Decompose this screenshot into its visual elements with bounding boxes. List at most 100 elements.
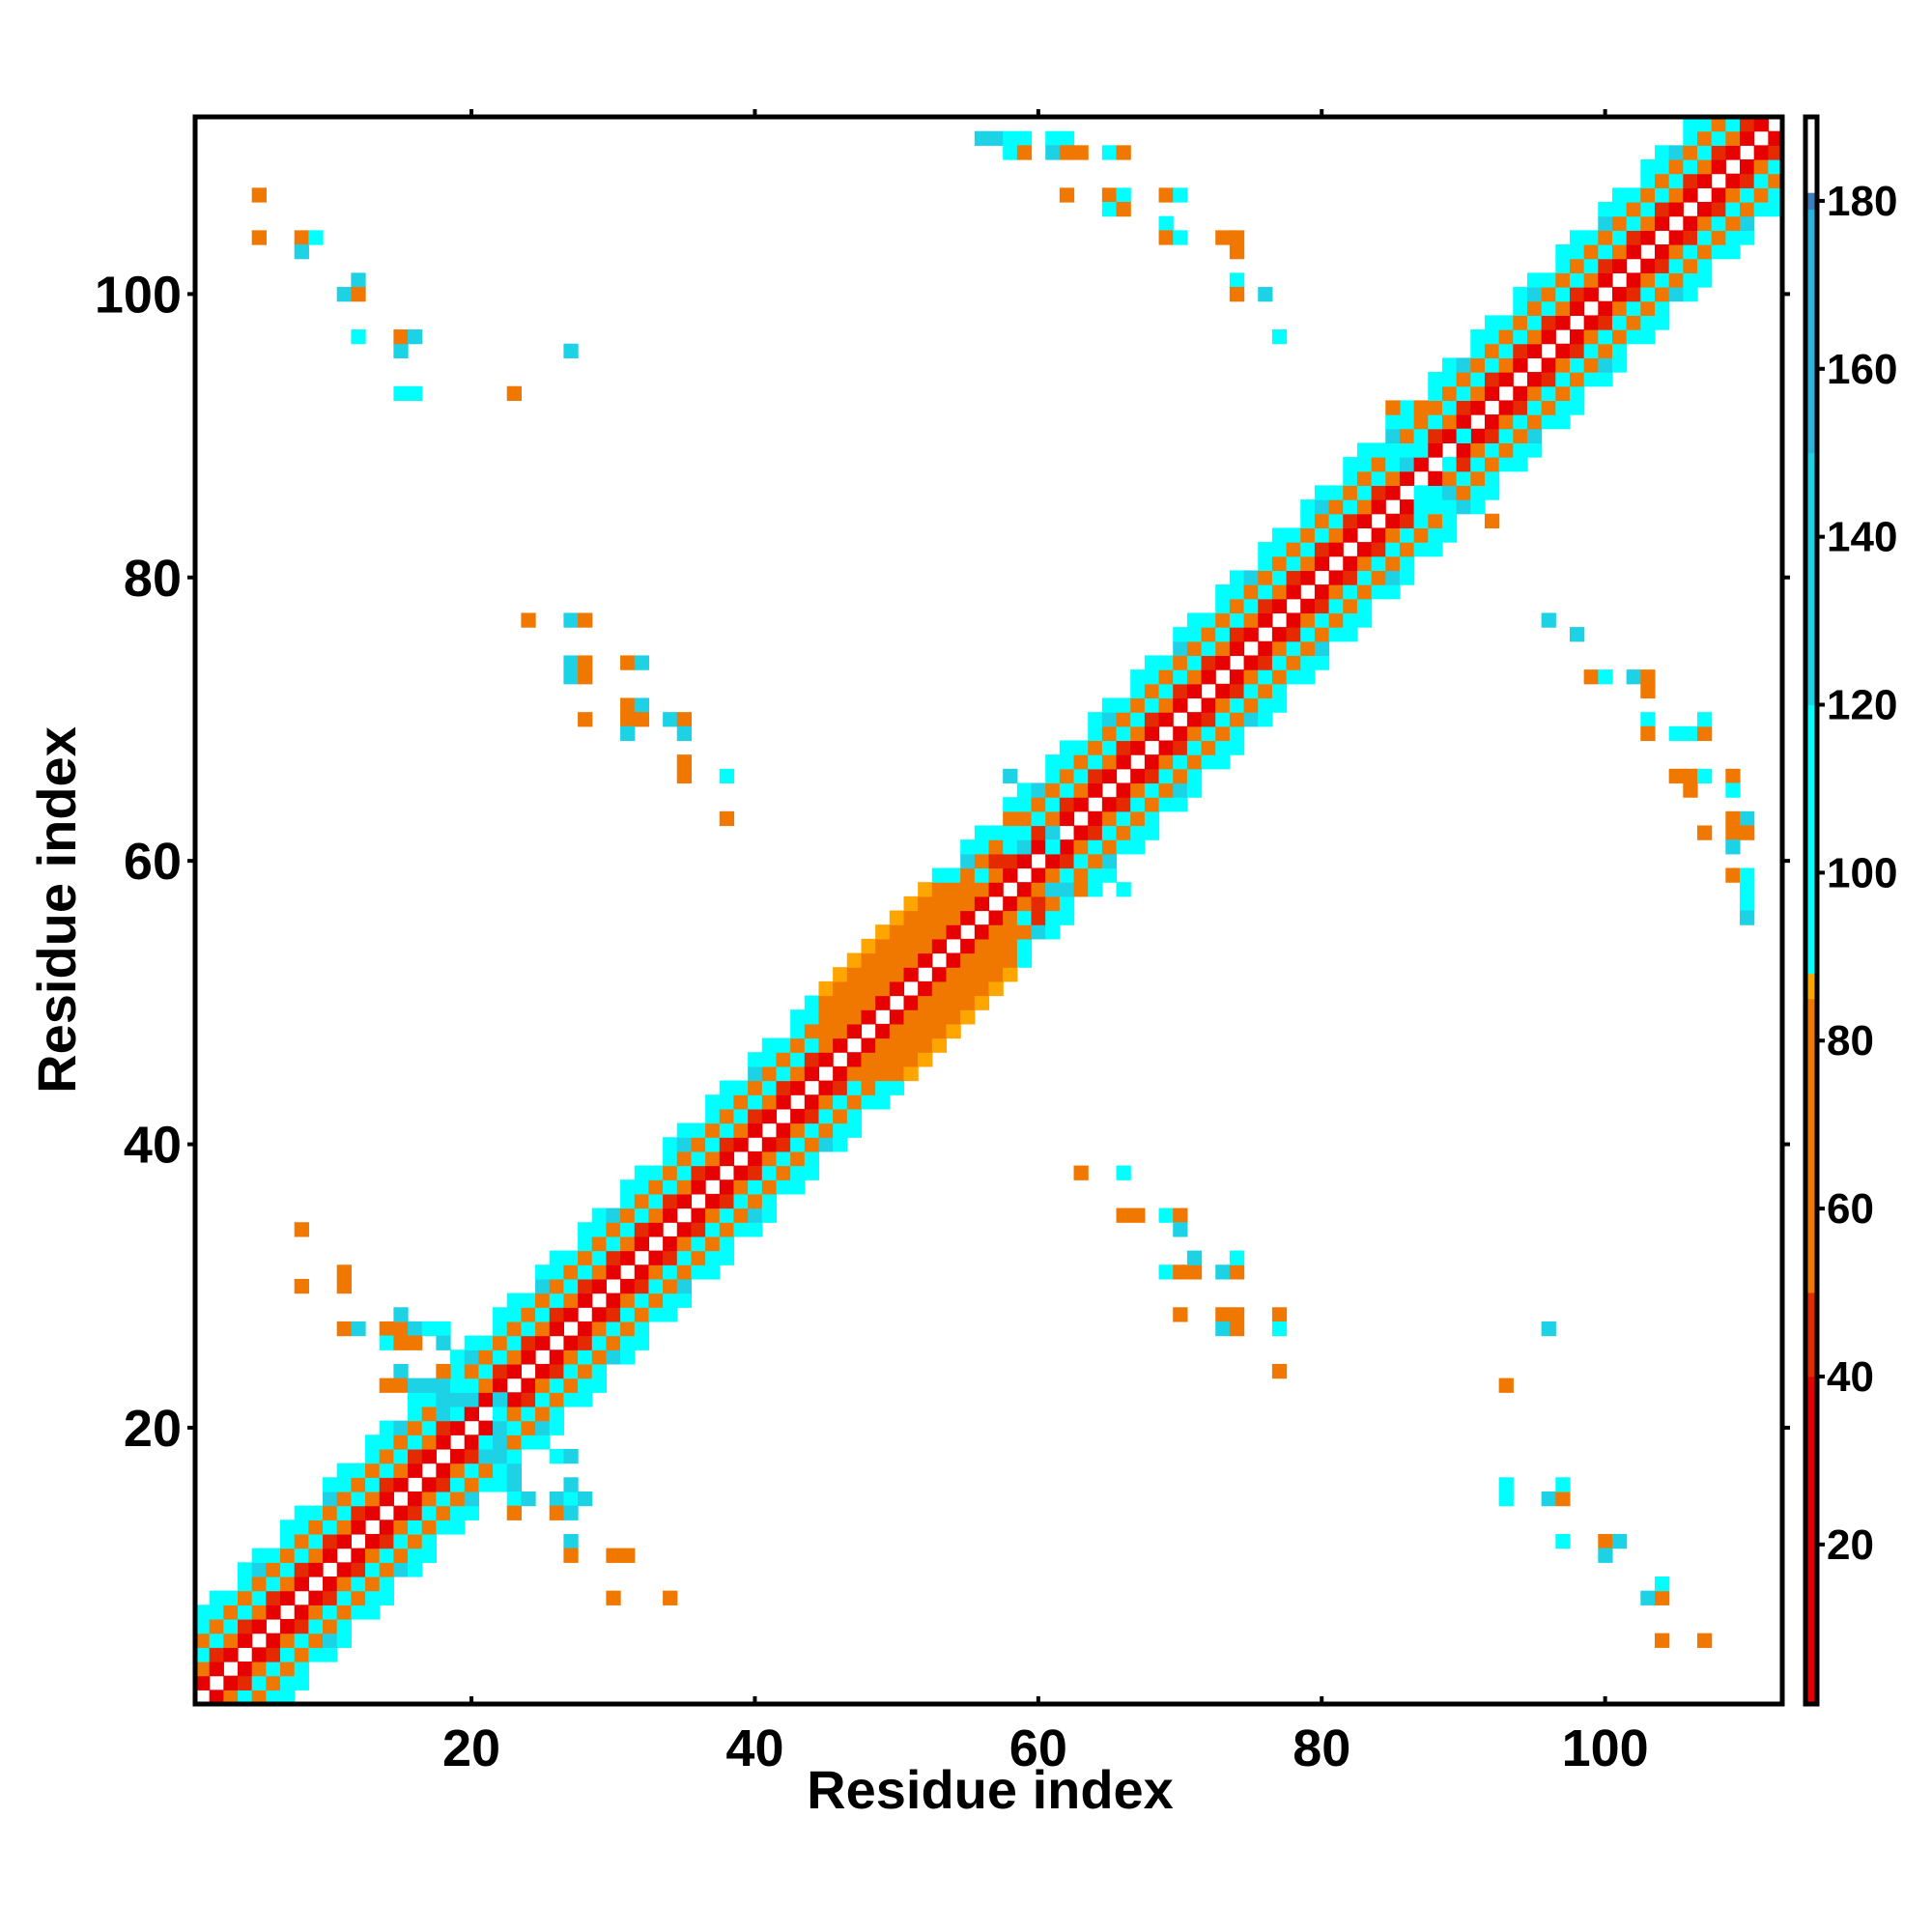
heatmap-cell (1583, 343, 1599, 358)
heatmap-cell (634, 712, 650, 727)
heatmap-cell (931, 867, 948, 883)
heatmap-cell (393, 1448, 409, 1464)
heatmap-cell (875, 952, 891, 968)
heatmap-cell (705, 1151, 721, 1167)
heatmap-cell (1441, 457, 1458, 472)
heatmap-cell (918, 882, 933, 897)
heatmap-cell (988, 910, 1004, 925)
heatmap-cell (1739, 230, 1755, 245)
heatmap-cell (1611, 287, 1628, 302)
heatmap-cell (563, 655, 579, 670)
heatmap-cell (421, 1392, 437, 1407)
heatmap-cell (408, 1491, 423, 1507)
heatmap-cell (833, 1080, 848, 1095)
heatmap-cell (535, 1435, 551, 1450)
heatmap-cell (563, 1533, 579, 1549)
heatmap-cell (209, 1633, 224, 1648)
heatmap-cell (846, 980, 863, 997)
heatmap-cell (1513, 442, 1528, 458)
heatmap-cell (436, 1505, 451, 1520)
heatmap-cell (563, 669, 579, 685)
heatmap-cell (691, 1151, 706, 1167)
heatmap-cell (1045, 797, 1061, 812)
heatmap-cell (1611, 258, 1628, 273)
heatmap-cell (393, 1548, 409, 1563)
heatmap-cell (1385, 542, 1401, 557)
heatmap-cell (846, 1122, 863, 1138)
heatmap-cell (1215, 598, 1231, 614)
heatmap-cell (804, 1052, 820, 1067)
heatmap-cell (1088, 825, 1103, 840)
heatmap-cell (748, 1080, 763, 1095)
heatmap-cell (634, 1293, 650, 1308)
heatmap-cell (1683, 215, 1698, 231)
heatmap-cell (1201, 627, 1216, 642)
heatmap-cell (1498, 1477, 1514, 1492)
heatmap-cell (436, 1378, 451, 1393)
heatmap-cell (620, 1548, 636, 1563)
heatmap-cell (634, 1335, 650, 1350)
heatmap-cell (1016, 853, 1033, 869)
heatmap-cell (1059, 839, 1075, 855)
heatmap-cell (1428, 400, 1443, 415)
heatmap-cell (861, 980, 876, 997)
heatmap-cell (705, 1094, 721, 1110)
heatmap-cell (323, 1533, 338, 1549)
heatmap-cell (1428, 428, 1443, 443)
heatmap-cell (421, 1520, 437, 1535)
heatmap-cell (336, 1477, 352, 1492)
heatmap-cell (1016, 882, 1033, 897)
heatmap-cell (1583, 669, 1599, 685)
heatmap-cell (464, 1448, 479, 1464)
heatmap-cell (521, 1378, 536, 1393)
heatmap-cell (1229, 1250, 1245, 1265)
heatmap-cell (974, 882, 990, 897)
heatmap-cell (1258, 584, 1273, 600)
heatmap-cell (1428, 513, 1443, 529)
heatmap-cell (1286, 669, 1301, 685)
heatmap-cell (506, 1392, 522, 1407)
heatmap-cell (266, 1661, 281, 1677)
heatmap-cell (861, 1037, 876, 1053)
heatmap-cell (1696, 215, 1713, 231)
heatmap-cell (634, 1193, 650, 1209)
heatmap-cell (846, 1023, 863, 1039)
heatmap-cell (436, 1420, 451, 1435)
heatmap-cell (1399, 542, 1415, 557)
heatmap-cell (903, 967, 919, 982)
heatmap-cell (1158, 1264, 1174, 1280)
heatmap-cell (591, 1321, 608, 1337)
heatmap-cell (1243, 627, 1259, 642)
heatmap-cell (1201, 725, 1216, 742)
heatmap-cell (1130, 768, 1146, 784)
heatmap-cell (833, 1023, 848, 1039)
heatmap-cell (1343, 527, 1358, 543)
heatmap-cell (918, 895, 933, 912)
heatmap-cell (946, 910, 961, 925)
heatmap-cell (251, 1661, 267, 1677)
heatmap-cell (1215, 1264, 1231, 1280)
heatmap-cell (1186, 768, 1203, 784)
heatmap-cell (1016, 895, 1033, 912)
heatmap-cell (1144, 683, 1160, 699)
heatmap-cell (1371, 527, 1386, 543)
heatmap-cell (1470, 329, 1486, 345)
heatmap-cell (1059, 797, 1075, 812)
heatmap-cell (195, 1647, 211, 1662)
heatmap-cell (761, 1065, 778, 1082)
heatmap-cell (1258, 669, 1273, 685)
heatmap-cell (761, 1151, 778, 1167)
heatmap-cell (294, 244, 309, 260)
heatmap-cell (1229, 627, 1245, 642)
heatmap-cell (506, 1435, 522, 1450)
heatmap-cell (1598, 315, 1613, 330)
heatmap-cell (1356, 457, 1373, 472)
heatmap-cell (1598, 329, 1613, 345)
heatmap-cell (846, 1009, 863, 1025)
colorbar-tick-label: 40 (1827, 1353, 1874, 1401)
heatmap-cell (591, 1236, 608, 1252)
heatmap-cell (818, 1052, 834, 1067)
heatmap-cell (478, 1420, 494, 1435)
heatmap-cell (663, 1236, 678, 1252)
heatmap-cell (918, 1023, 933, 1039)
